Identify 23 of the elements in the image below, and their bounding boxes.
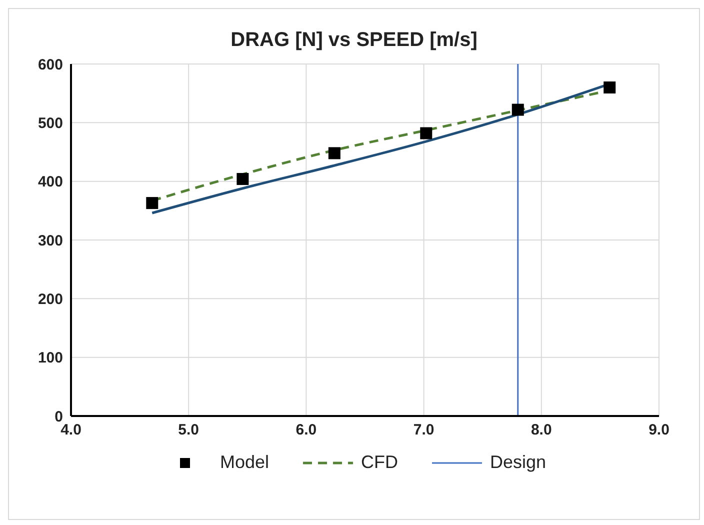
y-tick-label: 100	[38, 350, 63, 367]
point	[328, 147, 340, 160]
point	[512, 104, 524, 116]
point	[420, 127, 432, 140]
y-tick-label: 600	[38, 56, 63, 74]
y-tick-label: 300	[38, 232, 63, 250]
chart-title: DRAG [N] vs SPEED [m/s]	[230, 29, 478, 52]
x-tick-label: 6.0	[296, 422, 317, 439]
legend-label: CFD	[361, 452, 398, 473]
y-tick-label: 400	[38, 174, 63, 191]
x-tick-label: 8.0	[530, 422, 552, 439]
point	[236, 172, 249, 185]
y-tick-label: 0	[54, 408, 63, 426]
x-tick-label: 7.0	[413, 422, 434, 439]
point	[146, 197, 158, 210]
legend-label: Model	[220, 452, 269, 473]
point	[604, 81, 616, 94]
y-tick-label: 200	[38, 290, 63, 308]
x-tick-label: 5.0	[178, 422, 200, 439]
y-tick-label: 500	[38, 114, 63, 132]
x-tick-label: 9.0	[648, 422, 670, 439]
x-tick-label: 4.0	[60, 422, 82, 439]
legend-label: Design	[490, 452, 546, 473]
